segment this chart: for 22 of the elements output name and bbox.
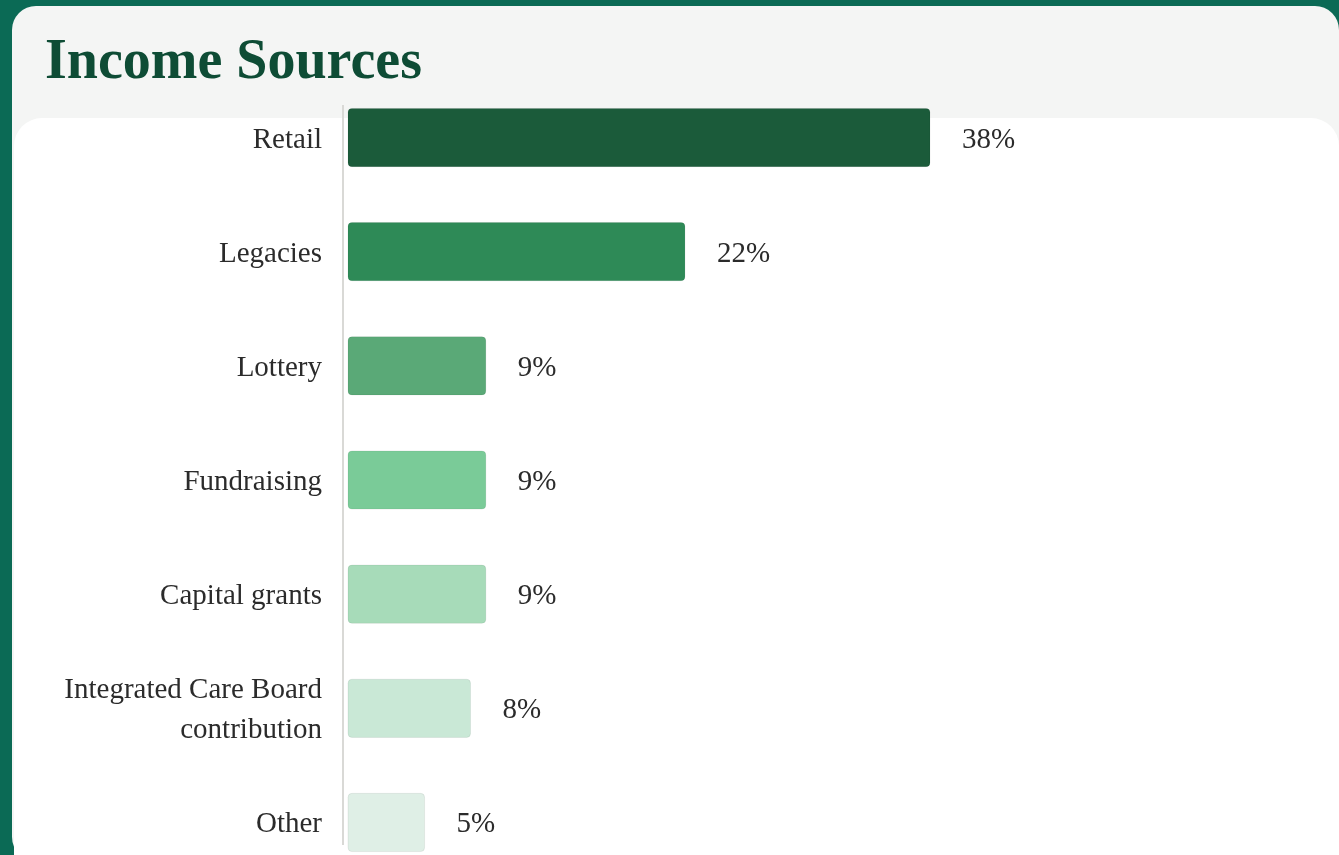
y-tick-label: Lottery [236, 349, 323, 382]
y-tick-label: Capital grants [160, 578, 322, 611]
data-label: 9% [517, 578, 557, 611]
y-tick-label: Legacies [218, 235, 322, 268]
chart-title: Income Sources [45, 28, 422, 90]
data-label: 5% [456, 806, 496, 839]
y-tick-label: Fundraising [183, 464, 322, 496]
bar [347, 678, 472, 738]
bar [347, 222, 686, 282]
data-label: 8% [502, 692, 542, 725]
y-tick-label: Other [255, 806, 323, 839]
data-label: 9% [517, 349, 557, 382]
y-tick-label: Retail [252, 121, 322, 154]
bar [347, 564, 487, 624]
y-tick-label: Integrated Care Board contribution [64, 672, 323, 745]
data-label: 38% [962, 121, 1016, 154]
data-label: 22% [716, 235, 771, 268]
data-label: 9% [517, 464, 557, 496]
bar [347, 450, 487, 510]
bar [347, 336, 487, 396]
bar [347, 107, 931, 168]
bar [347, 792, 426, 853]
